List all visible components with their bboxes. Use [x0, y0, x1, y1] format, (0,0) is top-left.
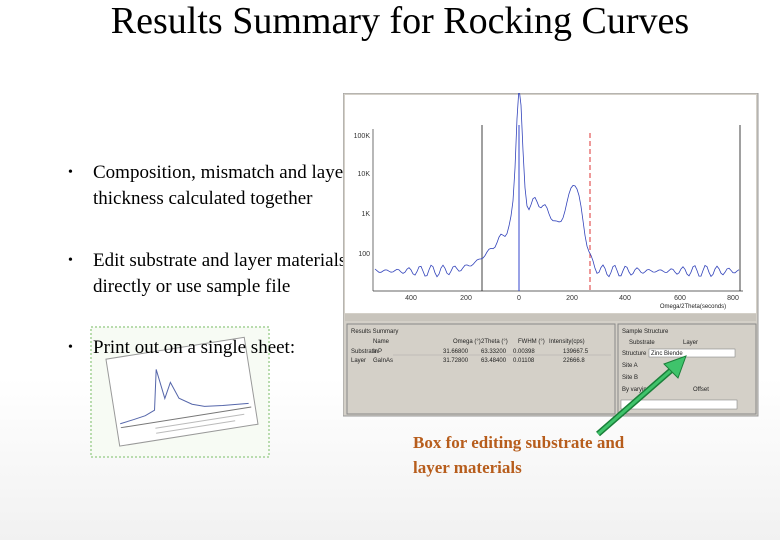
radio-option: Layer: [683, 340, 698, 346]
x-axis-label: 0: [517, 295, 521, 302]
x-axis-label: 800: [727, 295, 739, 302]
field-label: By varying: [622, 387, 650, 393]
y-axis-label: 100K: [354, 133, 371, 140]
field-label: Site A: [622, 363, 638, 369]
software-screenshot: 100K 10K 1K 100 400 200 0 200 400 600 800Omega/2Th…: [343, 93, 759, 417]
column-header: 2Theta (°): [481, 339, 508, 345]
table-cell: 63.33200: [481, 349, 507, 355]
column-header: Name: [373, 339, 390, 345]
column-header: Omega (°): [453, 339, 481, 345]
x-axis-label: 600: [674, 295, 686, 302]
table-cell: 0.00398: [513, 349, 535, 355]
radio-option: Substrate: [629, 340, 655, 346]
annotation: Box for editing substrate and layer mate…: [413, 433, 625, 477]
slide-title: Results Summary for Rocking Curves: [110, 0, 690, 42]
pointer-arrow: [596, 355, 687, 437]
column-header: Intensity(cps): [549, 339, 585, 345]
table-cell: Layer: [351, 358, 366, 364]
x-axis-title: Omega/2Theta(seconds): [660, 304, 726, 310]
panel-title: Sample Structure: [622, 329, 669, 335]
y-axis-label: 1K: [361, 211, 370, 218]
table-cell: 31.66800: [443, 349, 469, 355]
field-value: Zinc Blende: [651, 351, 683, 357]
bullet: Edit substrate and layer materials direc…: [68, 248, 365, 300]
bullet: Composition, mismatch and layer thicknes…: [68, 160, 365, 212]
field-label: Offset: [693, 387, 709, 393]
table-cell: 0.01108: [513, 358, 535, 364]
field-label: Structure: [622, 351, 647, 357]
panel-title: Results Summary: [351, 329, 398, 335]
table-cell: Substrate: [351, 349, 377, 355]
x-axis-label: 400: [619, 295, 631, 302]
table-cell: GaInAs: [373, 358, 393, 364]
bullet: Print out on a single sheet:: [68, 335, 365, 361]
y-axis-label: 100: [358, 251, 370, 258]
x-axis-label: 200: [460, 295, 472, 302]
column-header: FWHM (°): [518, 339, 545, 345]
table-cell: 63.48400: [481, 358, 507, 364]
y-axis-label: 10K: [358, 171, 371, 178]
table-cell: 31.72800: [443, 358, 469, 364]
field-label: Site B: [622, 375, 638, 381]
table-cell: 22666.8: [563, 358, 585, 364]
table-cell: InP: [373, 349, 382, 355]
x-axis-label: 400: [405, 295, 417, 302]
x-axis-label: 200: [566, 295, 578, 302]
table-cell: 139667.5: [563, 349, 589, 355]
